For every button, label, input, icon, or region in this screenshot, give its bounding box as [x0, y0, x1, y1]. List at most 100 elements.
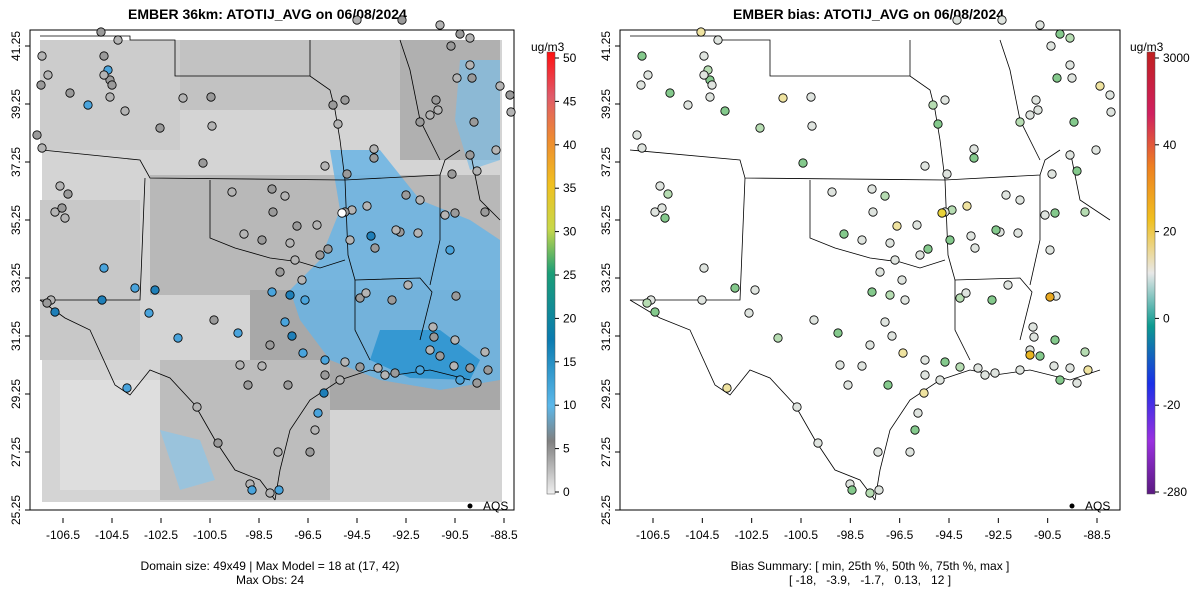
aqs-site-marker: [352, 15, 362, 25]
bias-site-marker: [928, 100, 938, 110]
aqs-site-marker: [480, 207, 490, 217]
bias-site-marker: [920, 355, 930, 365]
lat-tick-label: 33.25: [599, 263, 613, 293]
aqs-site-marker: [50, 207, 60, 217]
aqs-site-marker: [425, 345, 435, 355]
aqs-site-marker: [450, 208, 460, 218]
aqs-site-marker: [280, 317, 290, 327]
aqs-site-marker: [465, 363, 475, 373]
colorbar-label: 0: [563, 485, 570, 499]
aqs-site-marker: [465, 150, 475, 160]
aqs-site-marker: [233, 328, 243, 338]
bias-site-marker: [798, 158, 808, 168]
aqs-site-marker: [445, 245, 455, 255]
aqs-site-marker: [431, 95, 441, 105]
left-plot-frame: [29, 29, 515, 511]
colorbar-right: [1146, 51, 1156, 495]
colorbar-label: 20: [563, 311, 577, 325]
lat-tick-label: 41.25: [599, 31, 613, 61]
aqs-site-marker: [285, 238, 295, 248]
colorbar-label: 35: [563, 181, 577, 195]
lat-tick-label: 37.25: [9, 147, 23, 177]
aqs-site-marker: [227, 187, 237, 197]
bias-site-marker: [1065, 33, 1075, 43]
aqs-site-marker: [320, 355, 330, 365]
aqs-site-marker: [300, 295, 310, 305]
aqs-site-marker: [319, 388, 329, 398]
bias-site-marker: [663, 189, 673, 199]
aqs-site-marker: [113, 35, 123, 45]
bias-site-marker: [720, 106, 730, 116]
bias-site-marker: [773, 333, 783, 343]
bias-site-marker: [885, 238, 895, 248]
units-left: ug/m3: [531, 40, 565, 54]
aqs-site-marker: [313, 408, 323, 418]
lat-tick-label: 35.25: [9, 205, 23, 235]
colorbar-label: 5: [563, 442, 570, 456]
aqs-site-marker: [315, 250, 325, 260]
aqs-site-marker: [290, 255, 300, 265]
aqs-site-marker: [380, 370, 390, 380]
lon-tick-label: -106.5: [636, 528, 670, 542]
bias-site-marker: [966, 231, 976, 241]
bias-site-marker: [1015, 195, 1025, 205]
aqs-site-marker: [287, 331, 297, 341]
bias-summary-values: [ -18, -3.9, -1.7, 0.13, 12 ]: [788, 573, 952, 587]
aqs-site-marker: [280, 191, 290, 201]
bias-site-marker: [997, 15, 1007, 25]
aqs-site-marker: [342, 169, 352, 179]
lon-tick-label: -92.5: [985, 528, 1013, 542]
aqs-site-marker: [144, 308, 154, 318]
lat-tick-label: 39.25: [9, 89, 23, 119]
bias-site-marker: [696, 27, 706, 37]
bias-site-marker: [642, 298, 652, 308]
aqs-site-marker: [99, 263, 109, 273]
aqs-site-marker: [275, 267, 285, 277]
state-borders-left: [39, 35, 501, 501]
aqs-site-marker: [451, 291, 461, 301]
bias-site-marker: [778, 93, 788, 103]
lat-tick-label: 27.25: [599, 437, 613, 467]
bias-site-marker: [898, 348, 908, 358]
bias-site-marker: [683, 100, 693, 110]
right-plot-frame: [619, 29, 1121, 511]
bias-site-marker: [1106, 107, 1116, 117]
bias-site-marker: [873, 447, 883, 457]
bias-site-marker: [1001, 190, 1011, 200]
aqs-site-marker: [298, 348, 308, 358]
bias-site-marker: [655, 181, 665, 191]
right-map: AQS -106.5 -104.5 -102.5 -100.5 -98.5 -96.5 -9…: [599, 15, 1190, 542]
aqs-site-marker: [285, 290, 295, 300]
bias-site-marker: [1080, 347, 1090, 357]
bias-site-marker: [1025, 110, 1035, 120]
bias-site-marker: [1050, 208, 1060, 218]
lon-tick-label: -104.5: [95, 528, 129, 542]
lat-tick-label: 33.25: [9, 263, 23, 293]
bias-site-marker: [1029, 332, 1039, 342]
lat-tick-label: 37.25: [599, 147, 613, 177]
aqs-site-marker: [292, 221, 302, 231]
aqs-site-marker: [273, 447, 283, 457]
bias-site-marker: [952, 15, 962, 25]
bias-site-marker: [809, 315, 819, 325]
lon-tick-label: -98.5: [837, 528, 865, 542]
bias-site-marker: [973, 363, 983, 373]
bias-site-marker: [857, 361, 867, 371]
aqs-site-marker: [43, 70, 53, 80]
aqs-site-marker: [340, 357, 350, 367]
bias-site-marker: [890, 255, 900, 265]
bias-site-marker: [1095, 81, 1105, 91]
lon-tick-label: -106.5: [46, 528, 80, 542]
bias-site-marker: [962, 201, 972, 211]
bias-site-marker: [1091, 145, 1101, 155]
aqs-site-marker: [429, 332, 439, 342]
bias-site-marker: [915, 250, 925, 260]
bias-site-marker: [792, 402, 802, 412]
colorbar-label: 40: [1163, 138, 1177, 152]
bias-site-marker: [980, 370, 990, 380]
aqs-site-marker: [265, 340, 275, 350]
aqs-site-marker: [320, 161, 330, 171]
colorbar-label: 30: [563, 225, 577, 239]
lon-tick-label: -100.5: [784, 528, 818, 542]
